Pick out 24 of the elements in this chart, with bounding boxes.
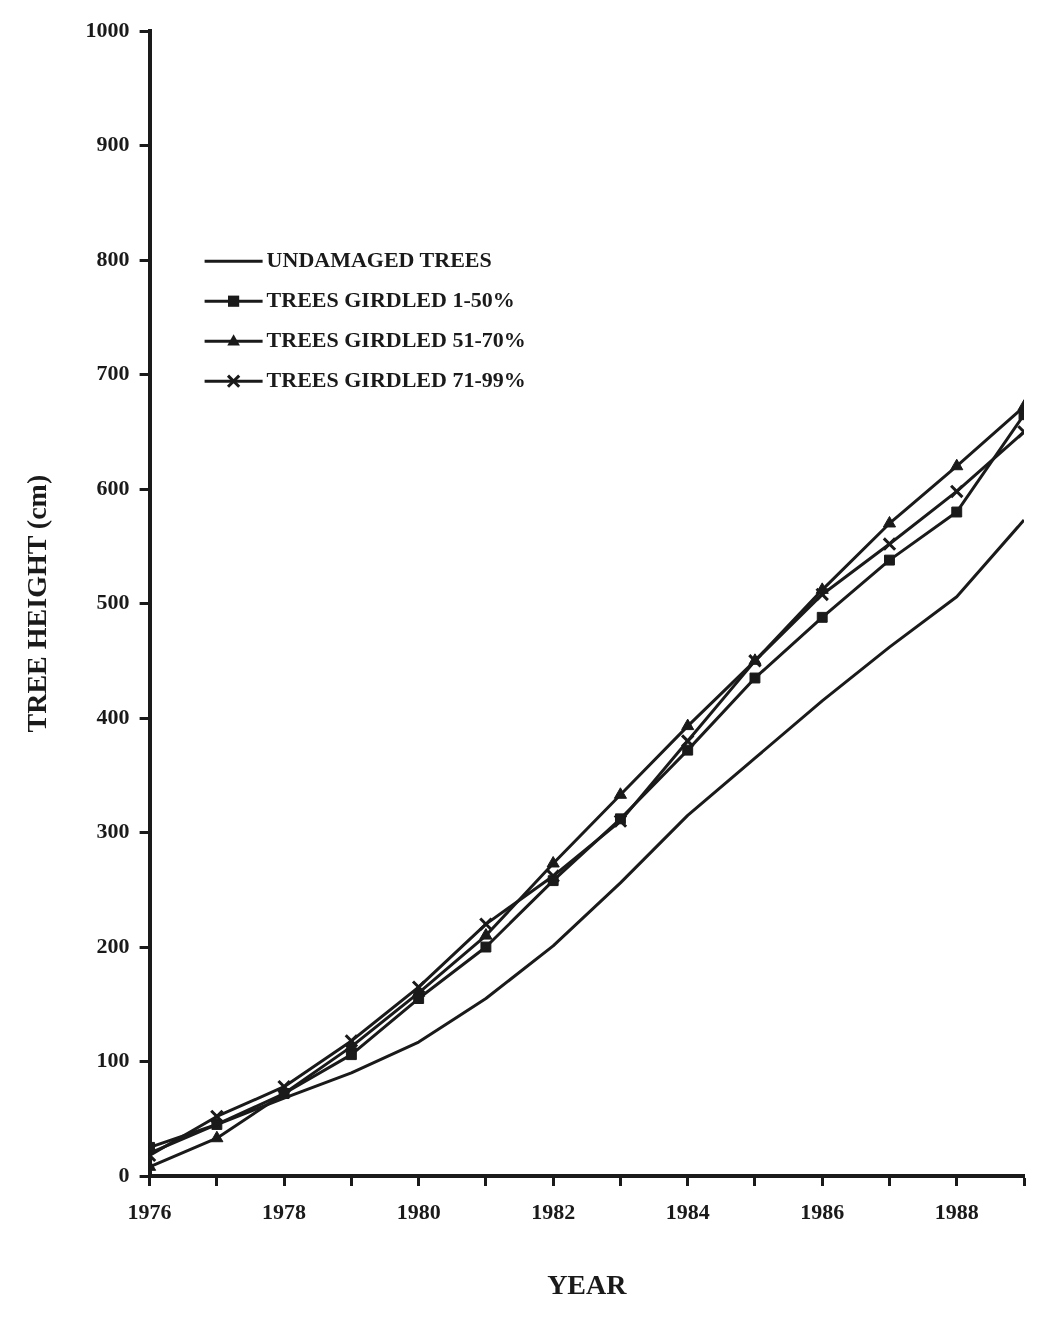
y-tick-label: 200 bbox=[96, 932, 130, 958]
legend-label: TREES GIRDLED 1-50% bbox=[266, 286, 515, 312]
x-axis-title: YEAR bbox=[547, 1269, 628, 1301]
x-tick-label: 1976 bbox=[127, 1198, 172, 1224]
legend-label: TREES GIRDLED 51-70% bbox=[266, 326, 526, 352]
x-tick-label: 1978 bbox=[262, 1198, 307, 1224]
y-axis-title: TREE HEIGHT (cm) bbox=[21, 474, 53, 733]
y-tick-label: 500 bbox=[96, 589, 130, 615]
y-tick-label: 700 bbox=[96, 360, 130, 386]
y-tick-label: 1000 bbox=[85, 16, 130, 42]
x-tick-label: 1982 bbox=[531, 1198, 576, 1224]
y-tick-label: 400 bbox=[96, 703, 130, 729]
x-tick-label: 1984 bbox=[665, 1198, 710, 1224]
y-tick-label: 300 bbox=[96, 818, 130, 844]
x-tick-label: 1986 bbox=[800, 1198, 845, 1224]
x-tick-label: 1980 bbox=[396, 1198, 441, 1224]
y-tick-label: 900 bbox=[96, 131, 130, 157]
legend-label: TREES GIRDLED 71-99% bbox=[266, 366, 526, 392]
y-tick-label: 0 bbox=[118, 1161, 130, 1187]
legend-label: UNDAMAGED TREES bbox=[266, 246, 492, 272]
x-tick-label: 1988 bbox=[934, 1198, 979, 1224]
y-tick-label: 100 bbox=[96, 1047, 130, 1073]
y-tick-label: 800 bbox=[96, 245, 130, 271]
y-tick-label: 600 bbox=[96, 474, 130, 500]
